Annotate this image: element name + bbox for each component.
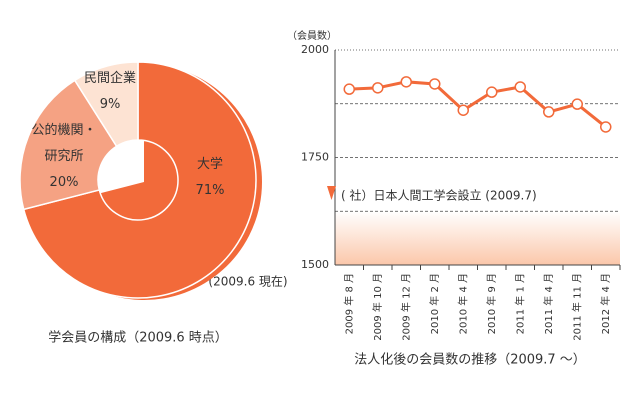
slice-value-label: 71%: [195, 183, 225, 198]
point: [343, 83, 355, 95]
slice-value-label: 20%: [49, 175, 79, 190]
point: [400, 76, 412, 88]
donut-annotation: (2009.6 現在): [208, 275, 287, 289]
donut-slice: [19, 79, 118, 211]
x-tick-label: 2010 年 2 月: [428, 273, 441, 334]
x-tick-label: 2011 年 4 月: [542, 273, 555, 334]
slice-value-label: 9%: [99, 97, 121, 112]
point: [514, 81, 526, 93]
x-tick-label: 2009 年 12 月: [399, 273, 412, 341]
donut-slice: [73, 61, 139, 148]
founding-marker: [327, 186, 336, 200]
line-title: 法人化後の会員数の推移（2009.7 〜）: [354, 353, 586, 368]
point: [571, 98, 583, 110]
x-tick-label: 2010 年 4 月: [456, 273, 469, 334]
y-axis-label: （会員数）: [287, 29, 337, 42]
x-tick-label: 2009 年 8 月: [342, 273, 355, 334]
donut-title: 学会員の構成（2009.6 時点）: [48, 330, 228, 346]
point: [429, 78, 441, 90]
point: [372, 82, 384, 94]
point: [486, 86, 498, 98]
x-tick-label: 2010 年 9 月: [485, 273, 498, 334]
founding-area: [335, 211, 620, 265]
x-tick-label: 2011 年 1 月: [513, 273, 526, 334]
y-tick-label: 1750: [301, 151, 329, 164]
donut-slice: [22, 61, 257, 299]
slice-label: 民間企業: [83, 71, 136, 86]
slice-label: 公的機関・研究所: [31, 123, 97, 164]
y-tick-label: 2000: [301, 43, 329, 56]
x-tick-label: 2011 年 11 月: [570, 273, 583, 341]
slice-label: 大学: [196, 157, 223, 172]
y-tick-label: 1500: [301, 258, 329, 271]
point: [543, 106, 555, 118]
x-tick-label: 2012 年 4 月: [599, 273, 612, 334]
line: [349, 80, 607, 129]
x-tick-label: 2009 年 10 月: [371, 273, 384, 341]
point: [600, 121, 612, 133]
annotation: ( 社）日本人間工学会設立 (2009.7): [341, 188, 537, 203]
point: [457, 104, 469, 116]
